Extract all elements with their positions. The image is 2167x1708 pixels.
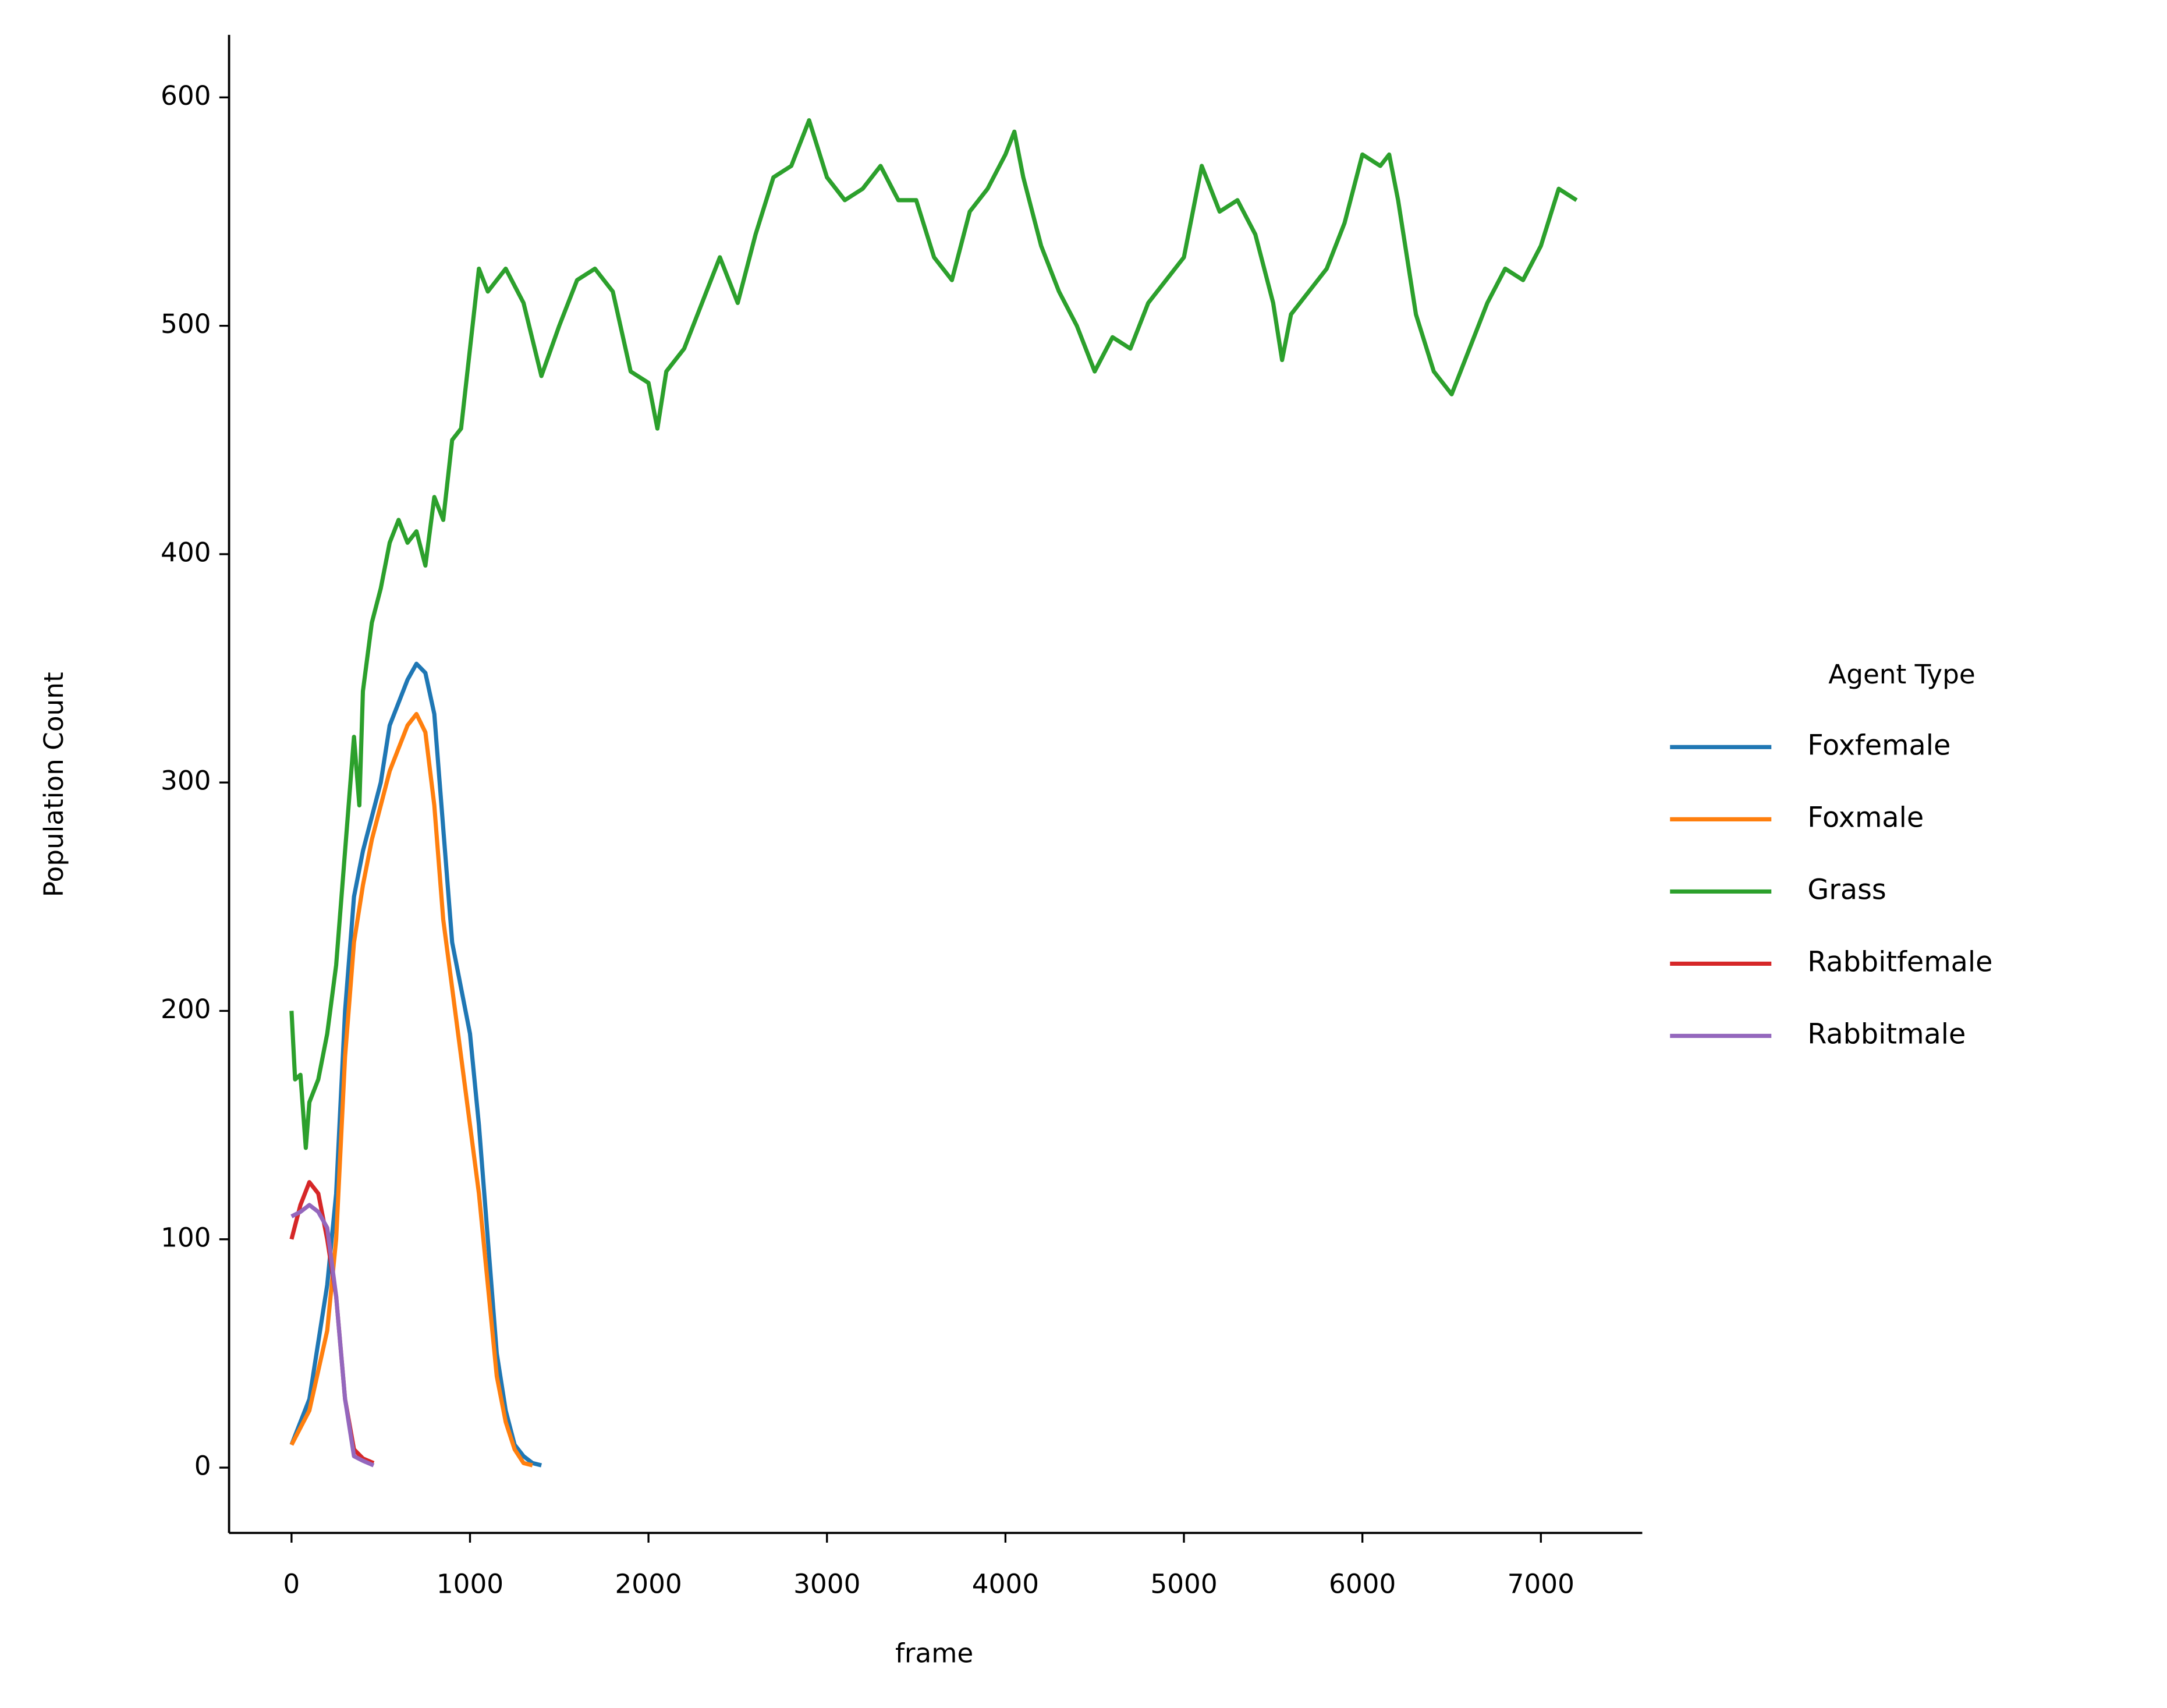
- x-tick-label: 0: [283, 1568, 300, 1599]
- legend-label: Foxmale: [1807, 802, 1924, 834]
- series-line: [289, 118, 1578, 1150]
- y-tick-label: 500: [161, 309, 211, 339]
- x-tick-label: 6000: [1329, 1568, 1396, 1599]
- series-line: [289, 711, 533, 1468]
- x-tick-label: 1000: [437, 1568, 503, 1599]
- y-axis-label: Population Count: [38, 672, 69, 897]
- x-axis-label: frame: [895, 1638, 973, 1669]
- series-line: [289, 661, 542, 1468]
- legend-label: Foxfemale: [1807, 729, 1950, 761]
- legend-title: Agent Type: [1828, 659, 1976, 690]
- y-tick-label: 0: [194, 1451, 211, 1482]
- legend-label: Rabbitmale: [1807, 1018, 1966, 1050]
- y-tick-label: 400: [161, 537, 211, 568]
- legend-label: Grass: [1807, 874, 1886, 906]
- x-tick-label: 7000: [1508, 1568, 1574, 1599]
- legend-label: Rabbitfemale: [1807, 946, 1992, 978]
- y-tick-label: 200: [161, 994, 211, 1025]
- series-line: [290, 1203, 375, 1468]
- y-tick-label: 100: [161, 1222, 211, 1253]
- x-tick-label: 3000: [793, 1568, 860, 1599]
- x-tick-label: 5000: [1150, 1568, 1217, 1599]
- y-tick-label: 600: [161, 80, 211, 111]
- x-tick-label: 4000: [972, 1568, 1039, 1599]
- y-tick-label: 300: [161, 766, 211, 796]
- x-tick-label: 2000: [615, 1568, 682, 1599]
